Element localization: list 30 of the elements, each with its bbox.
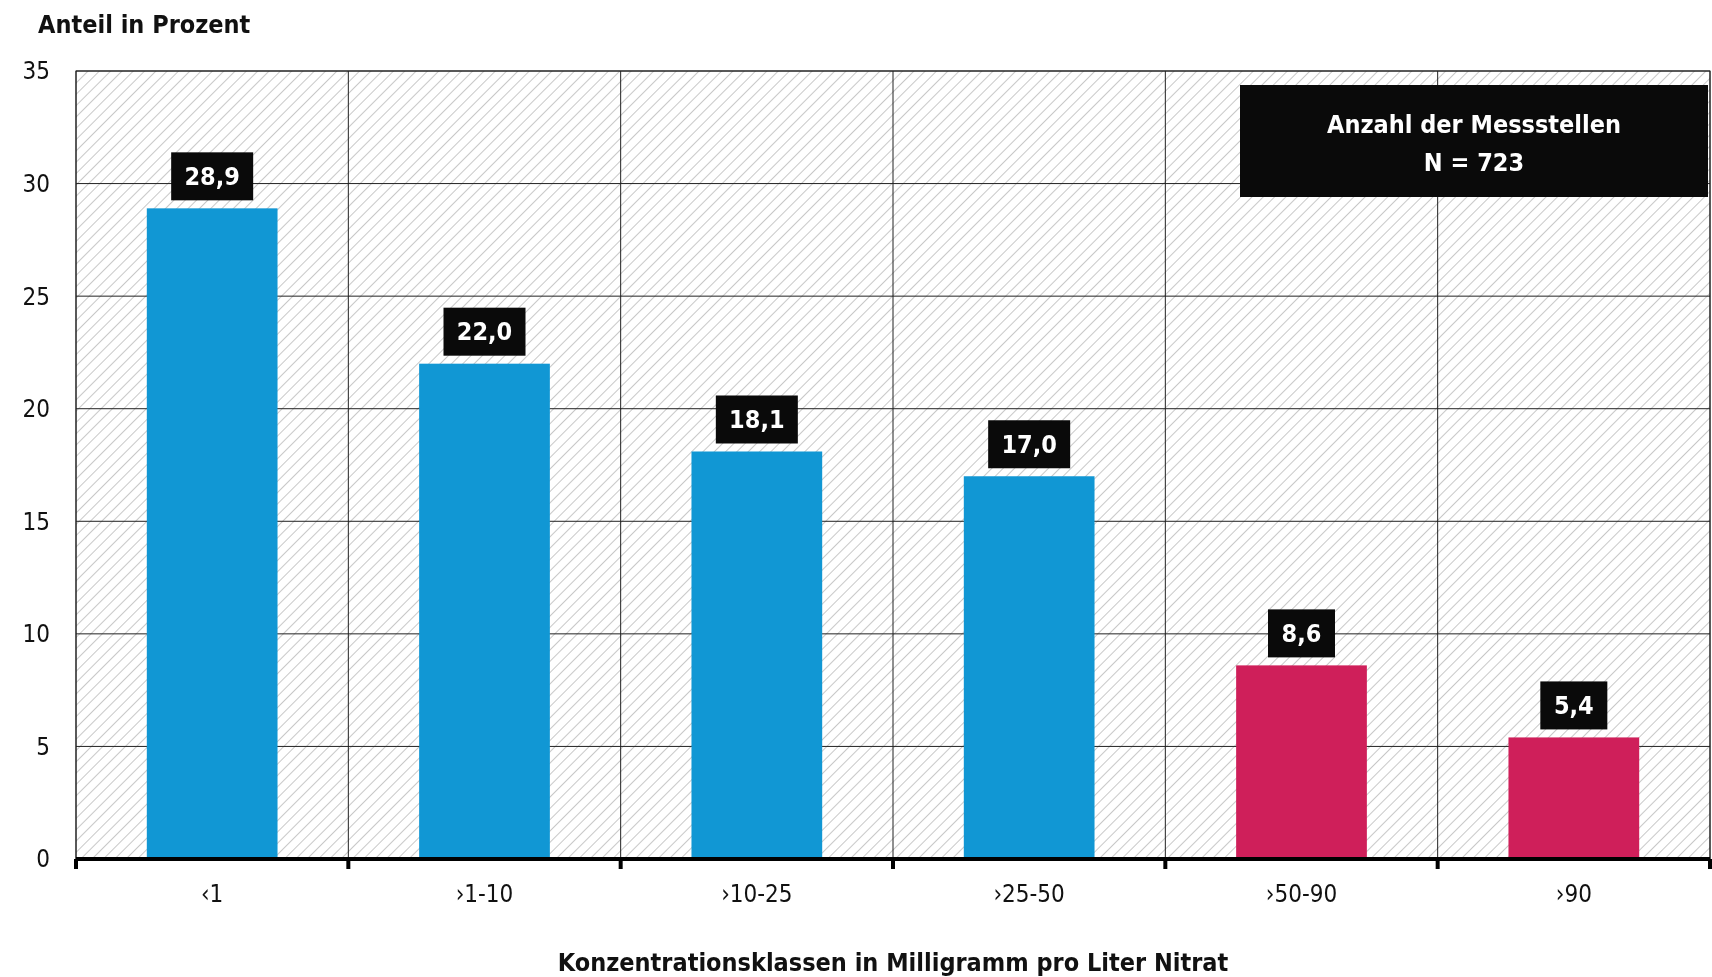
x-tick-label: ›10-25 (721, 880, 793, 908)
y-tick-label: 15 (22, 507, 50, 536)
bar (1236, 665, 1367, 859)
y-tick-label: 0 (36, 845, 50, 874)
annotation: Anzahl der Messstellen (1326, 109, 1622, 139)
y-tick-label: 10 (22, 620, 50, 649)
data-label: 8,6 (1281, 619, 1322, 649)
y-tick-label: 20 (22, 395, 50, 424)
y-tick-label: 5 (36, 732, 50, 761)
bar (963, 476, 1095, 859)
x-tick-label: ›50-90 (1265, 880, 1338, 908)
x-tick-label: ›90 (1555, 880, 1592, 908)
bar (1508, 737, 1640, 859)
bar (691, 451, 823, 859)
y-tick-label: 30 (22, 169, 50, 198)
bar (146, 208, 278, 859)
data-label: 28,9 (184, 162, 240, 192)
x-tick-label: ›25-50 (993, 880, 1065, 908)
y-tick-label: 25 (22, 282, 50, 311)
data-label: 5,4 (1553, 691, 1594, 721)
bar (419, 363, 550, 859)
x-axis-title: Konzentrationsklassen in Milligramm pro Liter Nitrat (557, 947, 1229, 977)
data-label: 17,0 (1001, 430, 1057, 460)
data-label: 18,1 (729, 405, 785, 435)
annotation: N = 723 (1423, 147, 1525, 177)
x-tick-label: ‹1 (200, 880, 224, 908)
x-tick-label: ›1-10 (455, 880, 514, 908)
y-axis-title: Anteil in Prozent (38, 9, 251, 39)
data-label: 22,0 (456, 317, 513, 347)
y-tick-label: 35 (22, 57, 50, 86)
